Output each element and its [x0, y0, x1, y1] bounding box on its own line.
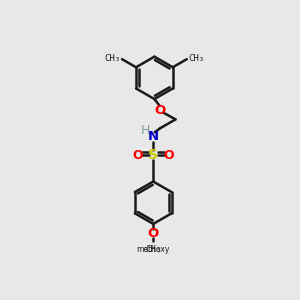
Text: O: O [133, 148, 143, 161]
Text: CH₃: CH₃ [145, 245, 161, 254]
Text: O: O [148, 227, 159, 240]
Text: methoxy: methoxy [136, 244, 169, 253]
Text: CH₃: CH₃ [104, 54, 121, 63]
Text: N: N [148, 130, 159, 143]
Text: S: S [148, 148, 158, 162]
Text: H: H [140, 124, 150, 137]
Text: O: O [154, 104, 165, 117]
Text: CH₃: CH₃ [188, 54, 204, 63]
Text: O: O [163, 148, 174, 161]
